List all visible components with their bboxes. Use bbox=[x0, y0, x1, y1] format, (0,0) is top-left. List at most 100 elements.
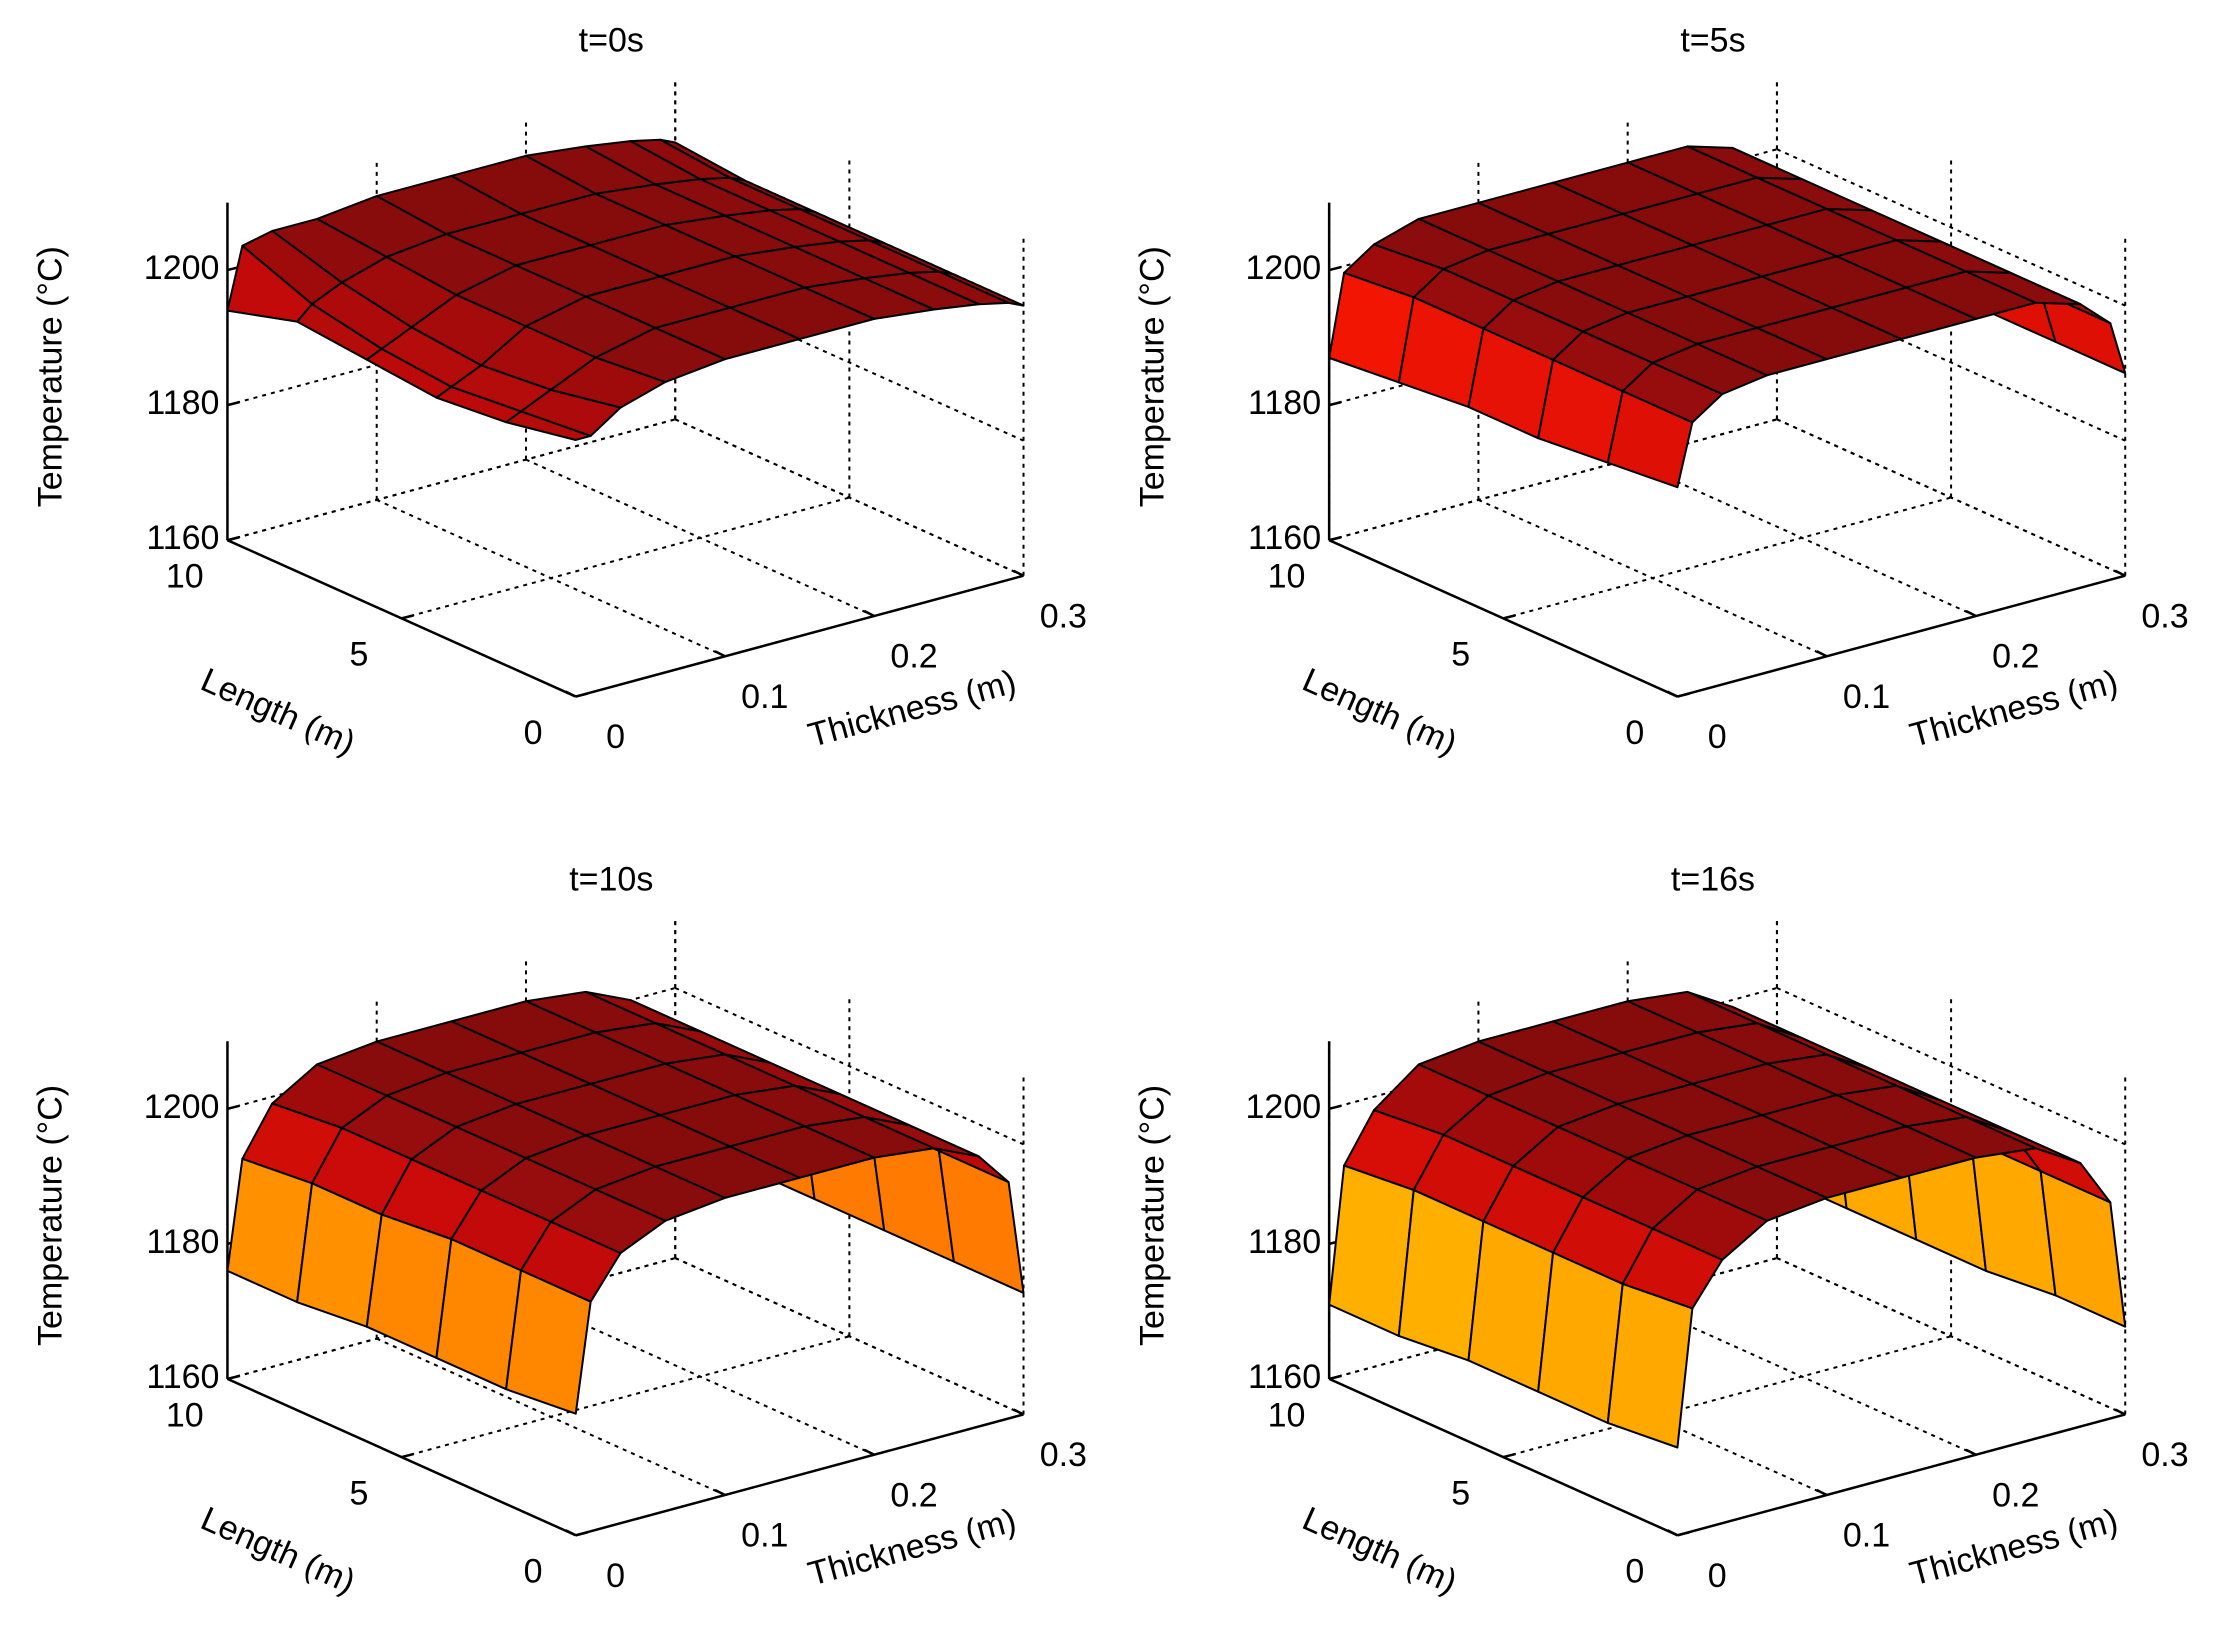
tick-mark bbox=[1328, 535, 1342, 542]
y-tick-label: 10 bbox=[1268, 1396, 1306, 1434]
x-tick-label: 0.3 bbox=[2141, 597, 2188, 635]
x-tick-label: 0.2 bbox=[1992, 638, 2039, 676]
x-tick-label: 0.1 bbox=[741, 678, 788, 716]
x-tick-label: 0.3 bbox=[2141, 1436, 2188, 1474]
tick-mark bbox=[1965, 609, 1977, 618]
tick-mark bbox=[401, 614, 414, 620]
z-tick-label: 1180 bbox=[1248, 384, 1321, 422]
z-tick-label: 1200 bbox=[1246, 249, 1322, 287]
tick-mark bbox=[863, 609, 875, 618]
grid-line bbox=[1503, 496, 1952, 620]
x-tick-label: 0.3 bbox=[1040, 597, 1087, 635]
tick-mark bbox=[1328, 400, 1342, 407]
y-tick-label: 10 bbox=[166, 558, 204, 596]
tick-mark bbox=[1502, 1452, 1516, 1459]
y-tick-label: 0 bbox=[524, 714, 543, 752]
tick-mark bbox=[1816, 1488, 1828, 1497]
y-tick-label: 5 bbox=[349, 1474, 368, 1512]
z-axis-label: Temperature (°C) bbox=[1133, 246, 1171, 507]
z-tick-label: 1180 bbox=[146, 384, 219, 422]
grid-line bbox=[227, 418, 676, 542]
panel-title: t=0s bbox=[579, 22, 644, 60]
tick-mark bbox=[863, 1448, 875, 1456]
tick-mark bbox=[1012, 569, 1025, 577]
tick-mark bbox=[1012, 1408, 1025, 1416]
tick-mark bbox=[1677, 692, 1690, 698]
y-axis-label: Length (m) bbox=[195, 1500, 361, 1602]
tick-mark bbox=[1666, 1529, 1678, 1537]
x-axis-line bbox=[1677, 574, 2126, 698]
y-tick-label: 0 bbox=[1625, 714, 1644, 752]
y-tick-label: 0 bbox=[524, 1553, 543, 1591]
tick-mark bbox=[1816, 650, 1828, 658]
panel-title: t=5s bbox=[1680, 22, 1745, 60]
z-axis-label: Temperature (°C) bbox=[32, 1085, 70, 1346]
z-tick-label: 1160 bbox=[146, 1358, 219, 1396]
x-tick-label: 0.2 bbox=[890, 638, 937, 676]
tick-mark bbox=[1677, 1531, 1690, 1537]
surface-face bbox=[505, 410, 592, 441]
x-axis-label: Thickness (m) bbox=[1906, 1502, 2122, 1594]
y-axis-label: Length (m) bbox=[195, 661, 361, 763]
y-tick-label: 0 bbox=[1625, 1553, 1644, 1591]
panel-title: t=16s bbox=[1671, 860, 1755, 898]
x-tick-label: 0 bbox=[1708, 718, 1727, 756]
x-tick-label: 0.1 bbox=[1843, 678, 1890, 716]
x-tick-label: 0 bbox=[1708, 1557, 1727, 1595]
tick-mark bbox=[2114, 1408, 2126, 1416]
grid-line bbox=[401, 496, 850, 620]
tick-mark bbox=[227, 535, 240, 542]
tick-mark bbox=[1965, 1448, 1977, 1456]
x-tick-label: 0.2 bbox=[1992, 1476, 2039, 1514]
x-tick-label: 0 bbox=[606, 718, 625, 756]
x-tick-label: 0 bbox=[606, 1557, 625, 1595]
surface-face bbox=[937, 1149, 1025, 1294]
tick-mark bbox=[227, 1374, 240, 1381]
tick-mark bbox=[2114, 569, 2126, 577]
tick-mark bbox=[714, 650, 726, 658]
x-axis-line bbox=[575, 574, 1024, 698]
z-tick-label: 1200 bbox=[144, 249, 220, 287]
tick-mark bbox=[575, 1531, 589, 1537]
x-tick-label: 0.1 bbox=[1843, 1517, 1890, 1555]
tick-mark bbox=[401, 1452, 414, 1459]
tick-mark bbox=[227, 400, 240, 407]
surface-panel: 1160 1180 1200 0 5 10 0 0.1 0.2 0.3 t=10s Temperatu… bbox=[32, 860, 1087, 1601]
surface-face bbox=[2039, 1170, 2127, 1328]
surface-panel: 1160 1180 1200 0 5 10 0 0.1 0.2 0.3 t=0s Temperatur… bbox=[32, 22, 1087, 763]
x-axis-label: Thickness (m) bbox=[804, 663, 1020, 755]
y-tick-label: 5 bbox=[349, 636, 368, 674]
surface-face bbox=[1606, 390, 1694, 489]
x-axis-label: Thickness (m) bbox=[1906, 663, 2122, 755]
tick-mark bbox=[1666, 690, 1678, 698]
z-tick-label: 1160 bbox=[146, 519, 219, 557]
z-tick-label: 1180 bbox=[146, 1223, 219, 1261]
tick-mark bbox=[565, 690, 577, 698]
tick-mark bbox=[1328, 265, 1342, 272]
y-axis-line bbox=[226, 539, 577, 698]
surface-panel: 1160 1180 1200 0 5 10 0 0.1 0.2 0.3 t=16s Temperatu… bbox=[1133, 860, 2188, 1601]
y-tick-label: 10 bbox=[166, 1396, 204, 1434]
z-tick-label: 1200 bbox=[1246, 1088, 1322, 1126]
tick-mark bbox=[1502, 614, 1516, 620]
tick-mark bbox=[1328, 1104, 1342, 1111]
tick-mark bbox=[575, 692, 589, 698]
x-axis-label: Thickness (m) bbox=[804, 1502, 1020, 1594]
y-axis-label: Length (m) bbox=[1297, 661, 1463, 763]
surface-panel: 1160 1180 1200 0 5 10 0 0.1 0.2 0.3 t=5s Temperatur… bbox=[1133, 22, 2188, 763]
panel-title: t=10s bbox=[569, 860, 653, 898]
y-axis-line bbox=[1328, 539, 1678, 698]
tick-mark bbox=[227, 1104, 240, 1111]
surface-face bbox=[1606, 1282, 1694, 1449]
tick-mark bbox=[1328, 1374, 1342, 1381]
y-tick-label: 10 bbox=[1268, 558, 1306, 596]
x-axis-line bbox=[1677, 1413, 2126, 1537]
z-tick-label: 1160 bbox=[1248, 1358, 1321, 1396]
x-axis-line bbox=[575, 1413, 1024, 1537]
z-tick-label: 1180 bbox=[1248, 1223, 1321, 1261]
x-tick-label: 0.2 bbox=[890, 1476, 937, 1514]
grid-line bbox=[227, 418, 676, 542]
z-tick-label: 1160 bbox=[1248, 519, 1321, 557]
z-tick-label: 1200 bbox=[144, 1088, 220, 1126]
